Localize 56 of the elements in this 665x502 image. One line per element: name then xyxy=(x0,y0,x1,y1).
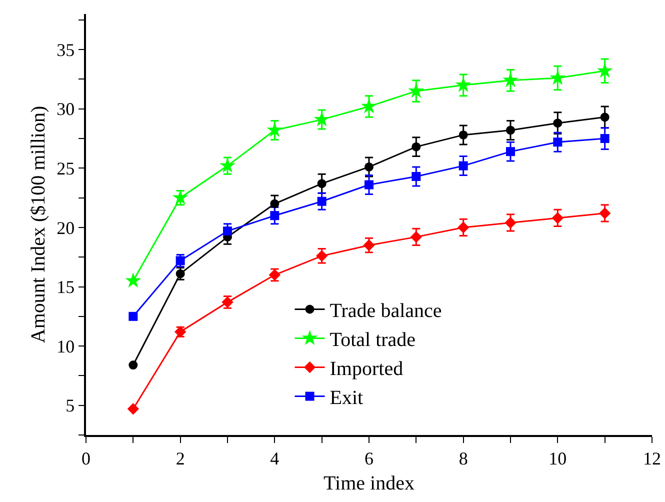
point xyxy=(128,312,138,321)
x-tick-label: 6 xyxy=(364,448,374,468)
y-axis-title: Amount Index ($100 million) xyxy=(28,106,50,344)
y-tick-label: 10 xyxy=(56,336,75,356)
point xyxy=(598,207,611,220)
x-axis-title: Time index xyxy=(324,472,414,494)
point xyxy=(553,138,562,147)
point xyxy=(502,72,518,88)
point xyxy=(600,112,610,122)
x-tick-label: 2 xyxy=(176,448,185,468)
point xyxy=(128,360,138,370)
x-tick-label: 10 xyxy=(548,448,567,468)
x-tick-label: 4 xyxy=(270,448,280,468)
y-tick-label: 20 xyxy=(56,218,75,238)
point xyxy=(506,147,515,156)
point xyxy=(223,226,232,236)
x-tick-label: 8 xyxy=(458,448,468,468)
legend-label: Exit xyxy=(330,387,364,410)
point xyxy=(458,161,468,170)
point xyxy=(317,196,326,206)
point xyxy=(314,111,330,126)
point xyxy=(125,272,142,288)
point xyxy=(457,222,470,234)
x-tick-label: 0 xyxy=(82,448,90,468)
point xyxy=(127,403,140,415)
y-tick-label: 5 xyxy=(66,396,75,416)
point xyxy=(266,122,283,138)
y-tick-label: 15 xyxy=(56,277,75,298)
point xyxy=(270,199,280,208)
point xyxy=(412,142,421,152)
point xyxy=(504,216,516,229)
point xyxy=(455,76,472,92)
point xyxy=(458,130,468,140)
point xyxy=(410,231,422,243)
point xyxy=(412,172,421,181)
point xyxy=(596,62,613,78)
point xyxy=(361,98,377,114)
point xyxy=(270,211,280,220)
point xyxy=(220,157,236,173)
y-tick-label: 30 xyxy=(56,99,75,120)
legend-label: Total trade xyxy=(330,329,416,352)
point xyxy=(172,189,188,205)
point xyxy=(600,134,610,144)
y-tick-label: 25 xyxy=(56,158,75,178)
legend-label: Imported xyxy=(330,358,404,380)
x-tick-label: 12 xyxy=(643,448,661,468)
point xyxy=(552,212,564,224)
legend-label: Trade balance xyxy=(330,300,442,322)
y-tick-label: 35 xyxy=(56,40,75,60)
point xyxy=(550,70,566,85)
point xyxy=(408,82,424,98)
point xyxy=(364,180,374,190)
point xyxy=(317,179,326,188)
point xyxy=(506,126,515,135)
point xyxy=(553,118,562,128)
point xyxy=(364,162,374,172)
